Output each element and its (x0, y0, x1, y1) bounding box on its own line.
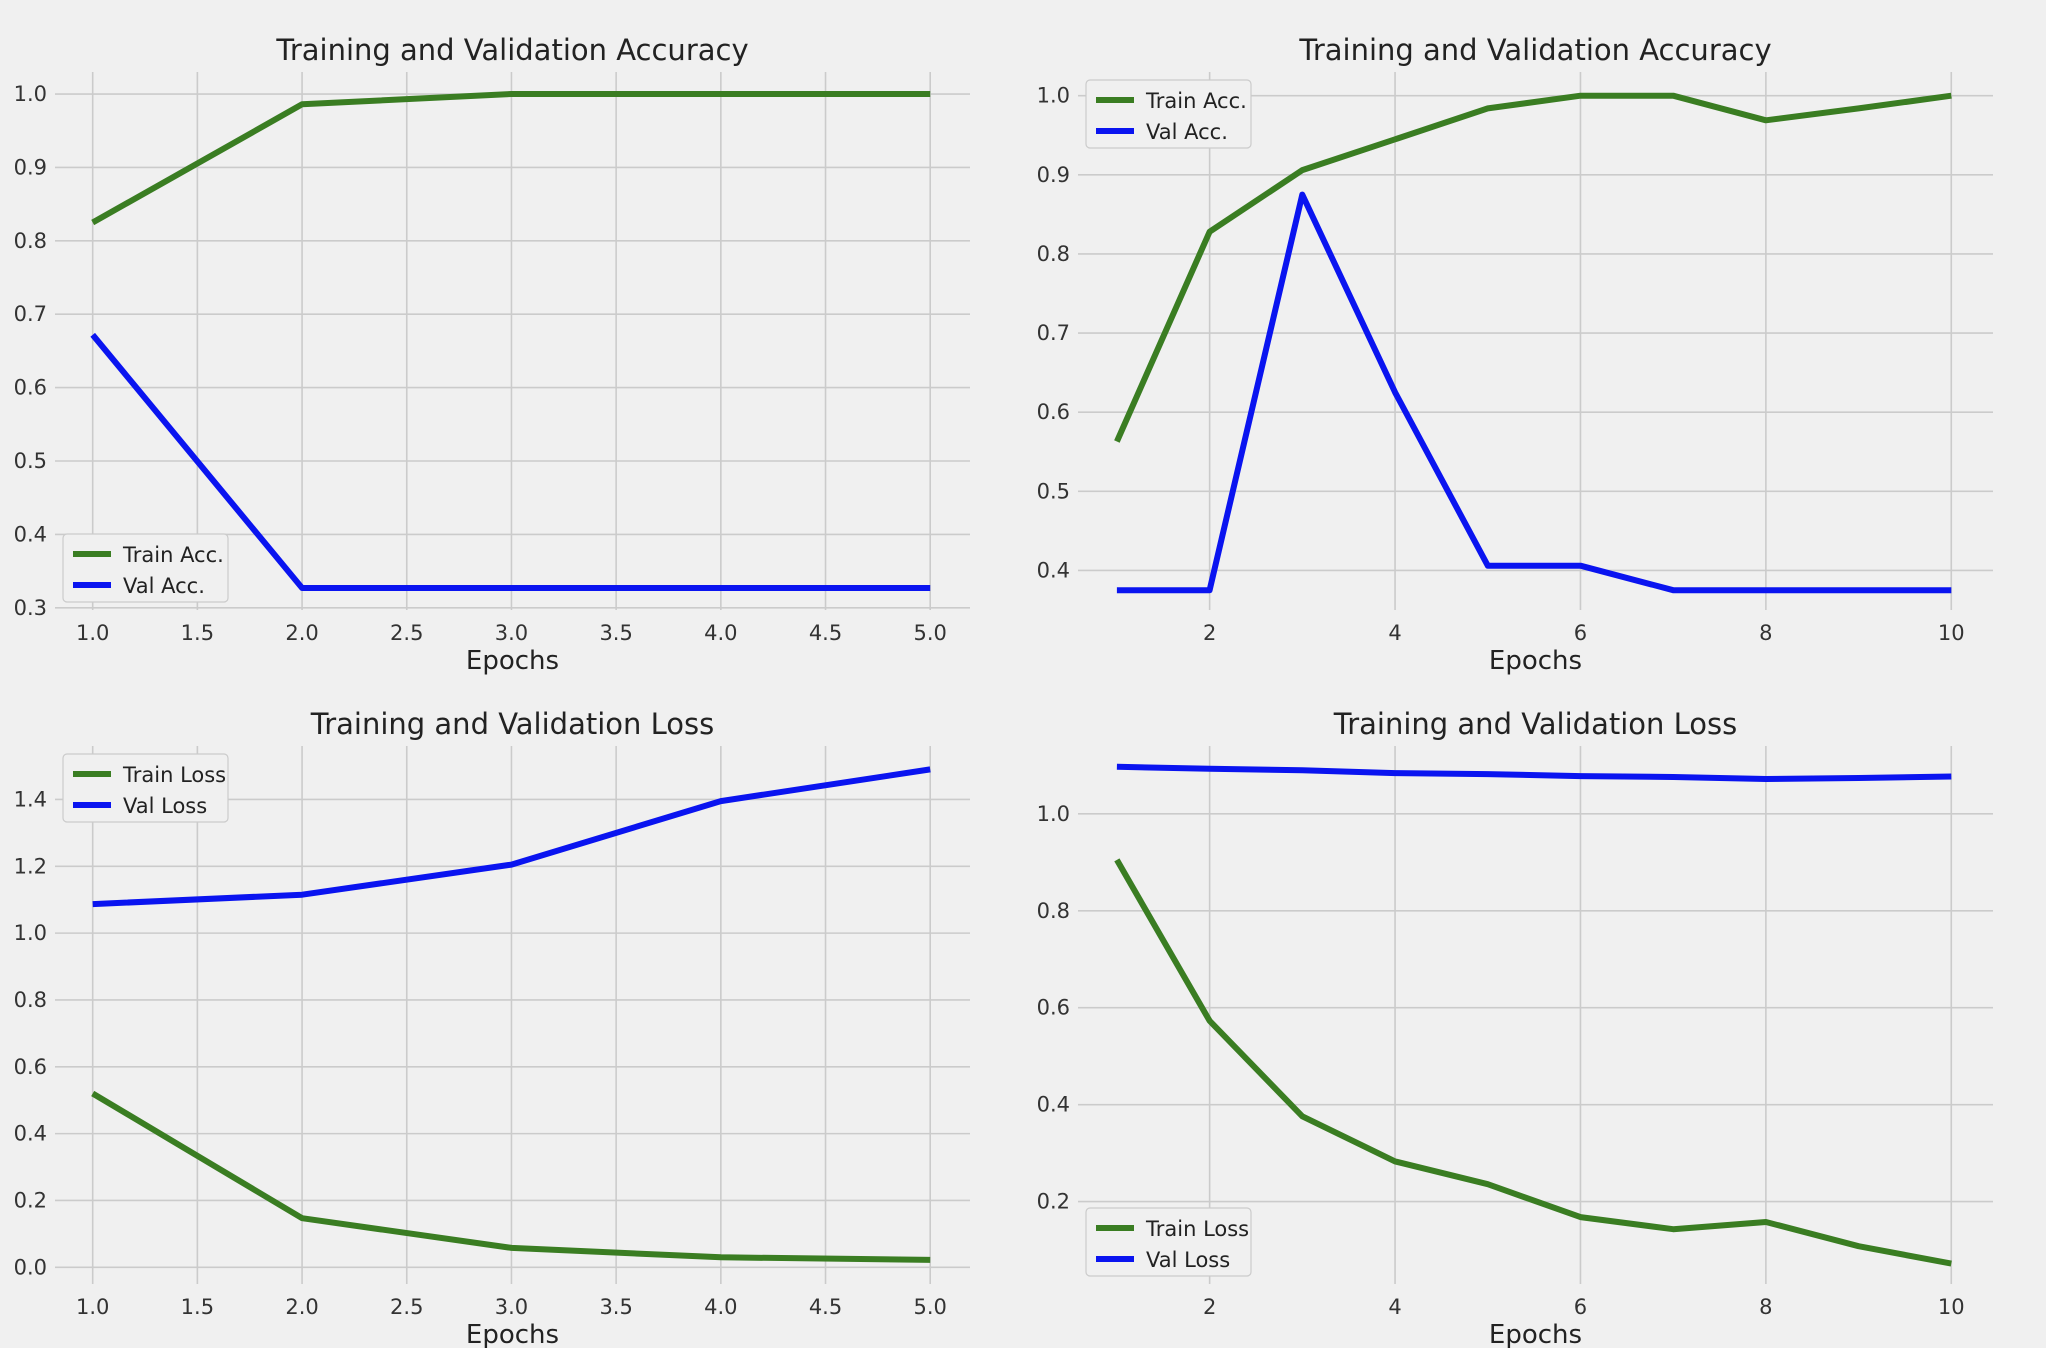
x-tick-label: 10 (1938, 1295, 1965, 1319)
x-axis-label: Epochs (1489, 1320, 1582, 1348)
chart-title: Training and Validation Loss (1333, 707, 1737, 741)
plot-area (1078, 72, 1993, 610)
y-tick-label: 0.4 (1037, 1093, 1070, 1117)
y-tick-label: 0.2 (1037, 1190, 1070, 1214)
x-tick-label: 8 (1759, 1295, 1772, 1319)
legend-label-train-acc: Train Acc. (122, 543, 224, 567)
x-tick-label: 3.5 (599, 621, 632, 645)
y-tick-label: 0.6 (14, 376, 47, 400)
y-tick-label: 0.2 (14, 1188, 47, 1212)
y-tick-label: 1.0 (14, 82, 47, 106)
x-tick-label: 5.0 (914, 1295, 947, 1319)
x-tick-label: 3.0 (495, 1295, 528, 1319)
y-tick-label: 0.5 (1037, 479, 1070, 503)
x-tick-label: 6 (1574, 621, 1587, 645)
x-tick-label: 8 (1759, 621, 1772, 645)
y-tick-label: 0.6 (1037, 400, 1070, 424)
series-line-val-loss (1116, 763, 1952, 782)
legend-label-val-acc: Val Acc. (123, 574, 205, 598)
x-tick-label: 2 (1203, 621, 1216, 645)
y-tick-label: 0.7 (1037, 321, 1070, 345)
loss-chart-10-epochs: 2 4 6 8 10 0.2 0.4 0.6 0.8 1.0 Training and Valida… (1023, 674, 2046, 1348)
legend-label-val-acc: Val Acc. (1146, 120, 1228, 144)
loss-chart-5-epochs-svg: 1.0 1.5 2.0 2.5 3.0 3.5 4.0 4.5 5.0 0.0 0.2 0.4 0.6 0… (14, 707, 970, 1348)
y-tick-label: 0.4 (14, 1122, 47, 1146)
plot-area (55, 746, 970, 1284)
chart-title: Training and Validation Loss (310, 707, 714, 741)
y-tick-label: 0.4 (1037, 558, 1070, 582)
series-line-val-acc (1116, 191, 1952, 594)
legend: Train Acc. Val Acc. (1085, 79, 1252, 149)
y-tick-label: 1.4 (14, 787, 47, 811)
x-tick-label: 4.5 (809, 1295, 842, 1319)
accuracy-chart-10-epochs: 2 4 6 8 10 0.4 0.5 0.6 0.7 0.8 0.9 1.0 Training and … (1023, 0, 2046, 676)
chart-title: Training and Validation Accuracy (1298, 33, 1771, 67)
x-tick-label: 3.5 (599, 1295, 632, 1319)
x-tick-label: 2 (1203, 1295, 1216, 1319)
y-tick-label: 0.5 (14, 449, 47, 473)
y-tick-label: 0.8 (14, 988, 47, 1012)
x-tick-label: 1.5 (181, 621, 214, 645)
x-tick-label: 3.0 (495, 621, 528, 645)
series-line-val-acc (90, 332, 931, 591)
y-tick-label: 0.9 (14, 155, 47, 179)
chart-title: Training and Validation Accuracy (275, 33, 748, 67)
series-line-train-acc (1114, 92, 1952, 443)
y-tick-label: 0.0 (14, 1255, 47, 1279)
x-tick-label: 2.0 (285, 1295, 318, 1319)
x-tick-label: 1.5 (181, 1295, 214, 1319)
x-tick-label: 4.0 (704, 621, 737, 645)
x-tick-label: 4.5 (809, 621, 842, 645)
x-axis-label: Epochs (466, 1320, 559, 1348)
plot-area (55, 72, 970, 610)
y-tick-label: 0.8 (1037, 899, 1070, 923)
y-tick-label: 1.0 (1037, 802, 1070, 826)
x-tick-label: 1.0 (76, 1295, 109, 1319)
x-tick-label: 10 (1938, 621, 1965, 645)
legend-label-val-loss: Val Loss (1146, 1248, 1230, 1272)
series-line-train-loss (91, 1090, 931, 1263)
x-tick-label: 6 (1574, 1295, 1587, 1319)
y-tick-label: 0.7 (14, 302, 47, 326)
y-tick-label: 0.9 (1037, 163, 1070, 187)
series-line-train-acc (91, 91, 931, 226)
x-tick-label: 2.5 (390, 621, 423, 645)
legend: Train Loss Val Loss (1085, 1207, 1252, 1277)
legend-label-train-acc: Train Acc. (1145, 89, 1247, 113)
y-tick-label: 0.8 (1037, 242, 1070, 266)
series-line-train-loss (1114, 858, 1952, 1267)
x-tick-label: 2.0 (285, 621, 318, 645)
loss-chart-10-epochs-svg: 2 4 6 8 10 0.2 0.4 0.6 0.8 1.0 Training and Valida… (1037, 707, 1993, 1348)
x-tick-label: 4 (1388, 621, 1401, 645)
accuracy-chart-5-epochs-svg: 1.0 1.5 2.0 2.5 3.0 3.5 4.0 4.5 5.0 0.3 0.4 0.5 0.6 0… (14, 33, 970, 676)
legend: Train Acc. Val Acc. (62, 533, 229, 603)
x-tick-label: 5.0 (914, 621, 947, 645)
plot-area (1078, 746, 1993, 1284)
x-tick-label: 2.5 (390, 1295, 423, 1319)
y-tick-label: 1.0 (1037, 84, 1070, 108)
loss-chart-5-epochs: 1.0 1.5 2.0 2.5 3.0 3.5 4.0 4.5 5.0 0.0 0.2 0.4 0.6 0… (0, 674, 1023, 1348)
accuracy-chart-10-epochs-svg: 2 4 6 8 10 0.4 0.5 0.6 0.7 0.8 0.9 1.0 Training and … (1037, 33, 1993, 676)
series-line-val-loss (92, 766, 931, 908)
y-tick-label: 0.8 (14, 229, 47, 253)
x-axis-label: Epochs (466, 646, 559, 676)
legend-label-train-loss: Train Loss (122, 763, 226, 787)
accuracy-chart-5-epochs: 1.0 1.5 2.0 2.5 3.0 3.5 4.0 4.5 5.0 0.3 0.4 0.5 0.6 0… (0, 0, 1023, 676)
x-tick-label: 1.0 (76, 621, 109, 645)
y-tick-label: 1.0 (14, 921, 47, 945)
y-tick-label: 0.6 (14, 1055, 47, 1079)
legend-label-train-loss: Train Loss (1145, 1217, 1249, 1241)
legend-label-val-loss: Val Loss (123, 794, 207, 818)
x-tick-label: 4.0 (704, 1295, 737, 1319)
legend: Train Loss Val Loss (62, 753, 229, 823)
x-axis-label: Epochs (1489, 646, 1582, 676)
x-tick-label: 4 (1388, 1295, 1401, 1319)
y-tick-label: 0.4 (14, 522, 47, 546)
y-tick-label: 0.6 (1037, 996, 1070, 1020)
y-tick-label: 0.3 (14, 596, 47, 620)
y-tick-label: 1.2 (14, 854, 47, 878)
